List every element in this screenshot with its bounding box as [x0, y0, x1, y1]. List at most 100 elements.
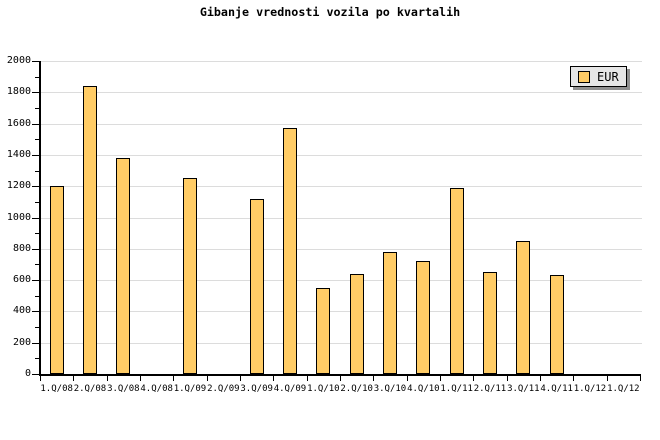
bar: [550, 275, 564, 374]
gridline: [40, 218, 642, 219]
x-tick: [173, 376, 174, 381]
x-tick-label: 3.Q/10: [373, 384, 407, 394]
bar: [283, 128, 297, 374]
gridline: [40, 124, 642, 125]
x-tick-label: 1.Q/08: [40, 384, 73, 394]
bar: [450, 188, 464, 374]
x-tick-label: 3.Q/08: [107, 384, 140, 394]
x-tick: [640, 376, 641, 381]
y-major-tick: [32, 311, 39, 312]
y-major-tick: [32, 280, 39, 281]
bar: [183, 178, 197, 374]
x-tick: [573, 376, 574, 381]
x-tick: [240, 376, 241, 381]
y-tick-label: 1600: [6, 118, 31, 129]
x-tick-label: 2.Q/10: [340, 384, 373, 394]
y-major-tick: [32, 186, 39, 187]
x-tick: [73, 376, 74, 381]
x-tick: [373, 376, 374, 381]
x-tick: [407, 376, 408, 381]
x-tick-label: 3.Q/11: [507, 384, 540, 394]
gridline: [40, 186, 642, 187]
bar: [83, 86, 97, 374]
y-tick-label: 2000: [6, 55, 31, 66]
x-tick-label: 1.Q/12: [573, 384, 607, 394]
x-tick: [273, 376, 274, 381]
y-tick-label: 200: [12, 337, 31, 348]
y-minor-tick: [35, 139, 39, 140]
x-tick: [207, 376, 208, 381]
x-tick-label: 1.Q/11: [440, 384, 473, 394]
x-tick-label: 3.Q/09: [240, 384, 273, 394]
x-tick: [140, 376, 141, 381]
gridline: [40, 155, 642, 156]
x-tick: [340, 376, 341, 381]
y-tick-label: 1800: [6, 86, 31, 97]
y-tick-label: 1400: [6, 149, 31, 160]
x-axis: [39, 374, 641, 376]
y-minor-tick: [35, 171, 39, 172]
y-minor-tick: [35, 202, 39, 203]
gridline: [40, 61, 642, 62]
x-tick-label: 4.Q/11: [540, 384, 573, 394]
y-minor-tick: [35, 358, 39, 359]
x-tick-label: 1.Q/12: [607, 384, 640, 394]
x-tick: [607, 376, 608, 381]
legend-label: EUR: [597, 69, 619, 84]
bar: [316, 288, 330, 374]
legend-box: EUR: [570, 66, 627, 87]
bar: [50, 186, 64, 374]
y-major-tick: [32, 218, 39, 219]
y-major-tick: [32, 124, 39, 125]
y-major-tick: [32, 155, 39, 156]
x-tick: [107, 376, 108, 381]
x-tick: [440, 376, 441, 381]
x-tick: [40, 376, 41, 381]
y-minor-tick: [35, 296, 39, 297]
y-tick-label: 0: [24, 368, 31, 379]
y-tick-label: 600: [12, 274, 31, 285]
x-tick-label: 2.Q/09: [207, 384, 240, 394]
y-minor-tick: [35, 108, 39, 109]
x-tick-label: 4.Q/10: [407, 384, 440, 394]
x-tick-label: 1.Q/09: [173, 384, 207, 394]
bar: [250, 199, 264, 374]
x-tick: [540, 376, 541, 381]
legend-swatch-icon: [578, 70, 590, 83]
y-major-tick: [32, 92, 39, 93]
y-major-tick: [32, 343, 39, 344]
bar: [516, 241, 530, 374]
y-tick-label: 800: [12, 243, 31, 254]
gridline: [40, 343, 642, 344]
x-tick-label: 2.Q/11: [473, 384, 507, 394]
x-tick: [307, 376, 308, 381]
bar: [416, 261, 430, 374]
y-major-tick: [32, 61, 39, 62]
bar: [116, 158, 130, 374]
gridline: [40, 249, 642, 250]
gridline: [40, 311, 642, 312]
y-tick-label: 1000: [6, 212, 31, 223]
x-tick-label: 1.Q/10: [307, 384, 340, 394]
bar: [483, 272, 497, 374]
y-major-tick: [32, 249, 39, 250]
y-tick-label: 1200: [6, 180, 31, 191]
chart-title: Gibanje vrednosti vozila po kvartalih: [199, 5, 461, 19]
gridline: [40, 92, 642, 93]
y-minor-tick: [35, 327, 39, 328]
y-tick-label: 400: [12, 305, 31, 316]
y-axis: [39, 61, 41, 376]
gridline: [40, 280, 642, 281]
bar: [383, 252, 397, 374]
x-tick: [507, 376, 508, 381]
bar: [350, 274, 364, 374]
x-tick-label: 4.Q/08: [140, 384, 173, 394]
y-minor-tick: [35, 264, 39, 265]
x-tick-label: 2.Q/08: [73, 384, 107, 394]
x-tick-label: 4.Q/09: [273, 384, 307, 394]
x-tick: [473, 376, 474, 381]
y-minor-tick: [35, 77, 39, 78]
y-major-tick: [32, 374, 39, 375]
